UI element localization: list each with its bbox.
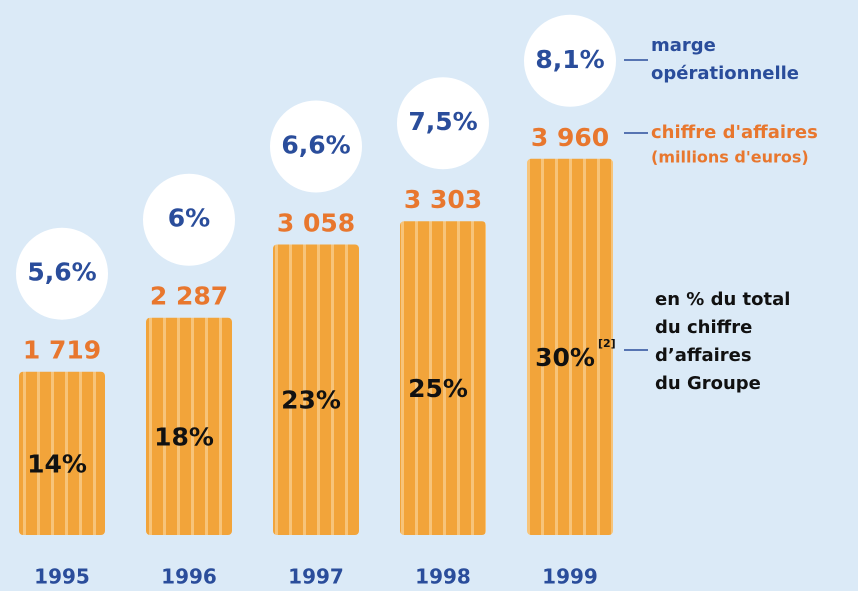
value-label: 3 960 xyxy=(531,123,609,152)
x-tick-label: 1998 xyxy=(415,565,471,589)
value-label: 1 719 xyxy=(23,336,101,365)
margin-label: 8,1% xyxy=(535,45,604,74)
legend-label: d’affaires xyxy=(655,345,752,366)
bar xyxy=(273,244,359,536)
share-label: 18% xyxy=(154,422,214,451)
bar xyxy=(400,221,486,535)
legend-label: opérationnelle xyxy=(651,63,799,84)
margin-label: 6% xyxy=(168,204,210,233)
margin-circle xyxy=(397,77,489,170)
margin-label: 5,6% xyxy=(27,258,96,287)
share-label: 30% xyxy=(535,343,595,372)
bar xyxy=(527,158,613,536)
value-label: 3 058 xyxy=(277,208,355,237)
bar xyxy=(19,371,105,535)
share-label: 23% xyxy=(281,386,341,415)
x-tick-label: 1995 xyxy=(34,565,90,589)
margin-circle xyxy=(143,173,235,266)
x-tick-label: 1999 xyxy=(542,565,598,589)
share-label: 25% xyxy=(408,374,468,403)
legend-note: [2] xyxy=(598,337,616,350)
x-tick-label: 1996 xyxy=(161,565,217,589)
margin-circle xyxy=(16,227,108,320)
legend-label: en % du total xyxy=(655,289,790,310)
legend-label: chiffre d'affaires xyxy=(651,122,818,143)
margin-label: 6,6% xyxy=(281,130,350,159)
bar xyxy=(146,317,232,535)
margin-label: 7,5% xyxy=(408,107,477,136)
margin-circle xyxy=(524,14,616,107)
x-tick-label: 1997 xyxy=(288,565,344,589)
value-label: 2 287 xyxy=(150,282,228,311)
legend-label: du Groupe xyxy=(655,373,761,394)
share-label: 14% xyxy=(27,449,87,478)
value-label: 3 303 xyxy=(404,185,482,214)
legend-label: marge xyxy=(651,35,716,56)
legend-label: du chiffre xyxy=(655,317,752,338)
margin-circle xyxy=(270,100,362,193)
legend-label: (millions d'euros) xyxy=(651,148,809,167)
